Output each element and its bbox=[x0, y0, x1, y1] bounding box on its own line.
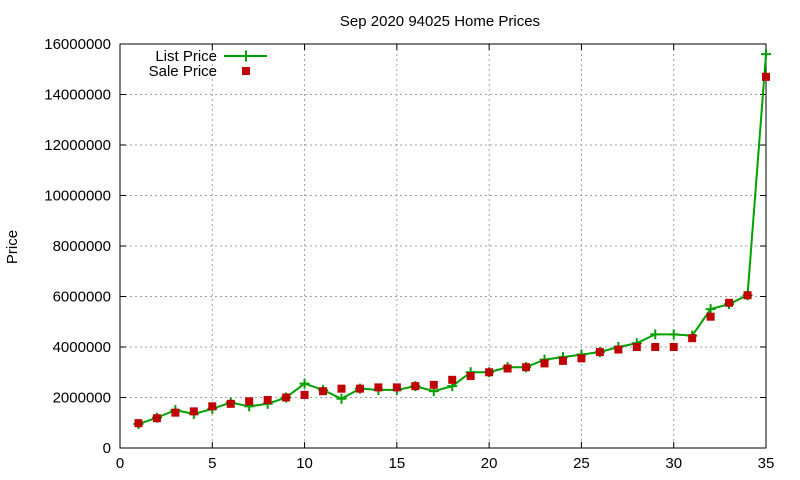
data-point-list-price bbox=[650, 329, 661, 340]
legend-marker-sale-price bbox=[242, 67, 250, 75]
data-point-sale-price bbox=[540, 359, 549, 368]
legend-label-list-price: List Price bbox=[155, 48, 217, 65]
series bbox=[133, 49, 771, 430]
y-tick-label: 8000000 bbox=[53, 238, 111, 255]
data-point-sale-price bbox=[319, 387, 328, 396]
legend-label-sale-price: Sale Price bbox=[149, 63, 217, 80]
data-point-list-price bbox=[761, 49, 771, 60]
data-point-sale-price bbox=[392, 383, 401, 392]
data-point-sale-price bbox=[226, 399, 235, 408]
y-tick-label: 14000000 bbox=[44, 87, 111, 104]
data-point-sale-price bbox=[374, 383, 383, 392]
legend: List Price Sale Price bbox=[149, 48, 267, 80]
x-tick-label: 15 bbox=[389, 455, 406, 472]
data-point-sale-price bbox=[595, 348, 604, 357]
data-point-sale-price bbox=[503, 364, 512, 373]
data-point-sale-price bbox=[669, 343, 678, 351]
axis-ticks: 0 5 10 15 20 25 30 35 0 2000000 4000000 6000000 8000… bbox=[44, 36, 774, 472]
data-point-sale-price bbox=[762, 72, 770, 81]
data-point-sale-price bbox=[411, 382, 420, 391]
y-tick-label: 16000000 bbox=[44, 36, 111, 53]
data-point-sale-price bbox=[743, 291, 752, 300]
data-point-sale-price bbox=[355, 384, 364, 393]
y-axis-label: Price bbox=[4, 230, 21, 264]
data-point-sale-price bbox=[171, 408, 180, 417]
x-tick-label: 20 bbox=[481, 455, 498, 472]
data-point-list-price bbox=[299, 378, 310, 389]
y-tick-label: 10000000 bbox=[44, 188, 111, 205]
x-tick-label: 30 bbox=[665, 455, 682, 472]
y-tick-label: 6000000 bbox=[53, 289, 111, 306]
y-tick-label: 0 bbox=[103, 440, 111, 457]
x-tick-label: 35 bbox=[758, 455, 775, 472]
data-point-sale-price bbox=[134, 419, 143, 428]
data-point-sale-price bbox=[189, 407, 198, 416]
series-line-list-price bbox=[138, 54, 767, 425]
data-point-sale-price bbox=[485, 368, 494, 377]
chart-title: Sep 2020 94025 Home Prices bbox=[340, 13, 540, 30]
data-point-sale-price bbox=[651, 343, 660, 351]
data-point-sale-price bbox=[263, 396, 272, 405]
data-point-sale-price bbox=[337, 384, 346, 393]
y-tick-label: 12000000 bbox=[44, 137, 111, 154]
data-point-list-price bbox=[705, 304, 716, 315]
data-point-sale-price bbox=[300, 390, 309, 399]
data-point-sale-price bbox=[558, 356, 567, 365]
data-point-sale-price bbox=[152, 414, 161, 423]
data-point-sale-price bbox=[725, 298, 734, 307]
data-point-sale-price bbox=[208, 402, 217, 411]
data-point-sale-price bbox=[577, 354, 586, 363]
data-point-sale-price bbox=[282, 393, 291, 402]
data-point-sale-price bbox=[688, 334, 697, 343]
data-point-sale-price bbox=[632, 343, 641, 351]
x-tick-label: 5 bbox=[208, 455, 216, 472]
x-tick-label: 10 bbox=[296, 455, 313, 472]
data-point-list-price bbox=[668, 329, 679, 340]
data-point-sale-price bbox=[614, 345, 623, 354]
legend-marker-list-price bbox=[240, 50, 252, 62]
data-point-sale-price bbox=[448, 375, 457, 384]
data-point-list-price bbox=[336, 393, 347, 404]
data-point-sale-price bbox=[245, 397, 254, 406]
data-point-sale-price bbox=[466, 372, 475, 381]
x-tick-label: 25 bbox=[573, 455, 590, 472]
y-tick-label: 2000000 bbox=[53, 390, 111, 407]
grid bbox=[120, 44, 766, 448]
y-tick-label: 4000000 bbox=[53, 339, 111, 356]
x-tick-label: 0 bbox=[116, 455, 124, 472]
data-point-sale-price bbox=[429, 380, 438, 389]
data-point-sale-price bbox=[522, 363, 531, 372]
data-point-sale-price bbox=[706, 312, 715, 321]
